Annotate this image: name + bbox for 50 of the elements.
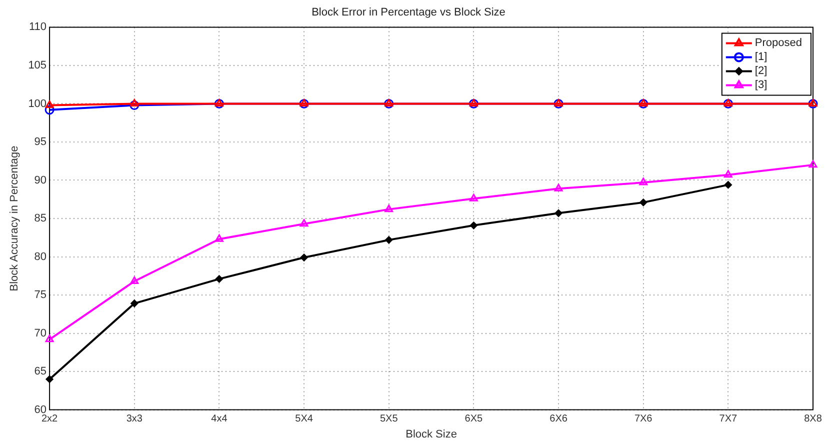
x-tick-label: 7X6 bbox=[634, 414, 653, 425]
point bbox=[385, 236, 393, 244]
y-tick-label: 70 bbox=[34, 327, 47, 340]
y-tick-label: 105 bbox=[28, 59, 47, 72]
x-tick-label: 8X8 bbox=[804, 414, 822, 425]
point bbox=[215, 275, 223, 283]
point bbox=[214, 234, 224, 242]
x-tick-label: 7X7 bbox=[719, 414, 738, 425]
point bbox=[44, 105, 54, 115]
point bbox=[469, 194, 478, 202]
y-tick-label: 75 bbox=[34, 289, 47, 302]
chart-title: Block Error in Percentage vs Block Size bbox=[312, 6, 506, 19]
y-axis-title: Block Accuracy in Percentage bbox=[8, 146, 21, 292]
x-axis-title: Block Size bbox=[406, 428, 457, 440]
point bbox=[808, 160, 818, 168]
point bbox=[300, 254, 308, 262]
y-tick-label: 95 bbox=[34, 136, 47, 148]
point bbox=[130, 300, 138, 308]
point bbox=[554, 209, 562, 217]
legend-label: [2] bbox=[754, 65, 768, 78]
y-tick-label: 60 bbox=[34, 404, 47, 416]
point bbox=[724, 170, 732, 178]
y-tick-label: 100 bbox=[28, 98, 47, 110]
x-tick-label: 5X5 bbox=[380, 414, 398, 425]
point bbox=[724, 181, 732, 189]
point bbox=[384, 204, 394, 212]
point bbox=[130, 98, 139, 106]
point bbox=[470, 222, 478, 230]
x-tick-label: 3x3 bbox=[126, 414, 143, 425]
point bbox=[300, 219, 308, 227]
x-tick-label: 6X6 bbox=[550, 414, 568, 425]
point bbox=[130, 100, 140, 110]
y-tick-label: 90 bbox=[34, 174, 47, 186]
point bbox=[130, 276, 139, 284]
legend-label: [3] bbox=[754, 79, 768, 92]
point bbox=[639, 178, 648, 186]
legend-label: [1] bbox=[754, 51, 768, 64]
y-tick-label: 65 bbox=[34, 366, 47, 378]
x-tick-label: 4x4 bbox=[211, 414, 228, 425]
x-tick-label: 6X5 bbox=[464, 414, 484, 425]
x-tick-label: 2x2 bbox=[41, 414, 58, 425]
x-tick-label: 5X4 bbox=[295, 414, 314, 425]
point bbox=[46, 375, 54, 383]
legend-label: Proposed bbox=[754, 37, 802, 50]
y-tick-label: 85 bbox=[34, 212, 47, 225]
point bbox=[45, 334, 54, 342]
y-tick-label: 110 bbox=[29, 21, 47, 34]
point bbox=[640, 198, 648, 206]
y-tick-label: 80 bbox=[34, 250, 47, 263]
point bbox=[554, 184, 563, 192]
